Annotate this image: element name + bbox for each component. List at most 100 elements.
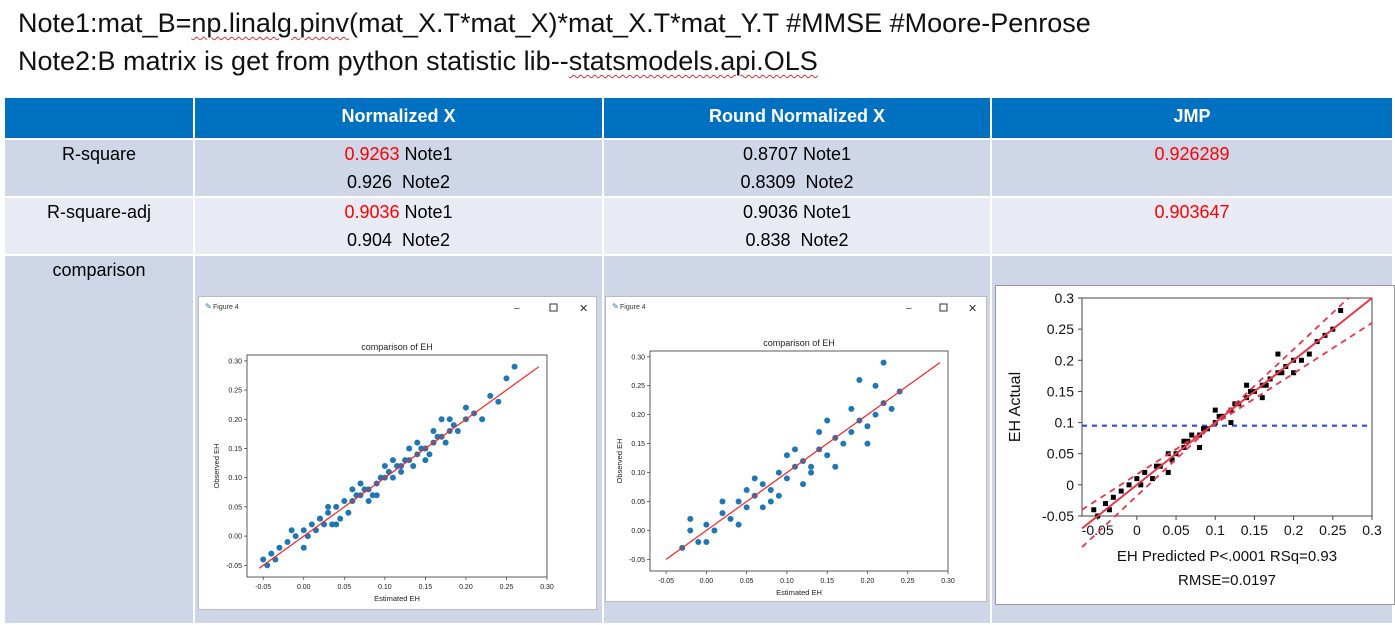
data-point: [462, 404, 469, 411]
note1-code: np.linalg.pinv: [191, 8, 349, 38]
y-tick-label: 0.25: [631, 383, 645, 390]
x-tick-label: 0.10: [378, 584, 392, 591]
x-tick-label: 0.05: [337, 584, 351, 591]
data-point: [767, 486, 774, 493]
data-point: [341, 498, 348, 505]
note-ref: Note1: [798, 144, 852, 164]
data-point: [1138, 482, 1144, 488]
data-point: [703, 521, 710, 528]
window-title: Figure 4: [620, 304, 646, 311]
plot-title: comparison of EH: [763, 338, 835, 348]
data-point: [398, 468, 405, 475]
figure-window-2: Figure 4 ✎ – ✕ comparison of EH -0.05 0.00…: [605, 296, 987, 602]
y-tick-label: 0.1: [1055, 415, 1075, 431]
data-point: [824, 452, 831, 459]
fit-line: [258, 366, 540, 569]
data-point: [711, 527, 718, 534]
data-point: [1091, 507, 1097, 513]
data-point: [1106, 507, 1112, 513]
data-point: [800, 481, 807, 488]
y-tick-label: -0.05: [629, 557, 645, 564]
note-ref: Note1: [399, 144, 453, 164]
minimize-button[interactable]: –: [514, 303, 520, 314]
data-point: [872, 382, 879, 389]
note2-prefix: Note2:B matrix is get from python statis…: [18, 46, 569, 76]
figure-1-svg: Figure 4 ✎ – ✕ comparison of EH -0.05 0.00…: [205, 302, 588, 603]
cell-r-square-jmp: 0.926289: [992, 140, 1392, 196]
cell-r-square-adj-round: 0.9036 Note1 0.838 Note2: [604, 198, 990, 254]
note-ref: Note2: [795, 172, 854, 192]
x-axis-label: Estimated EH: [374, 594, 420, 603]
data-point: [284, 538, 291, 545]
maximize-button[interactable]: [549, 303, 558, 312]
cell-r-square-normalized: 0.9263 Note1 0.926 Note2: [195, 140, 602, 196]
data-point: [687, 527, 694, 534]
data-point: [856, 376, 863, 383]
data-point: [743, 486, 750, 493]
rmse-label: RMSE=0.0197: [1178, 572, 1276, 589]
data-point: [1212, 407, 1218, 413]
data-point: [719, 498, 726, 505]
value: 0.9263: [344, 144, 400, 164]
cell-r-square-adj-jmp: 0.903647: [992, 198, 1392, 254]
header-round-normalized-x: Round Normalized X: [604, 98, 990, 138]
window-app-icon: ✎: [205, 302, 212, 311]
data-point: [422, 457, 429, 464]
data-point: [1169, 457, 1175, 463]
data-point: [1259, 395, 1265, 401]
data-point: [727, 515, 734, 522]
data-point: [719, 510, 726, 517]
note-ref: Note2: [392, 230, 451, 250]
x-tick-label: 0.30: [540, 584, 554, 591]
note1-rest: (mat_X.T*mat_X)*mat_X.T*mat_Y.T #MMSE #M…: [348, 8, 1091, 38]
data-point: [503, 375, 510, 382]
data-point: [1306, 351, 1312, 357]
data-point: [767, 498, 774, 505]
data-point: [1153, 463, 1159, 469]
data-point: [308, 521, 315, 528]
data-point: [438, 416, 445, 423]
data-point: [864, 423, 871, 430]
y-tick-label: 0.10: [631, 470, 645, 477]
header-normalized-x: Normalized X: [195, 98, 602, 138]
data-point: [1275, 351, 1281, 357]
x-tick-label: 0.10: [780, 578, 794, 585]
data-point: [848, 429, 855, 436]
data-point: [1103, 501, 1109, 507]
y-tick-label: 0.25: [1047, 321, 1074, 337]
minimize-button[interactable]: –: [906, 303, 912, 314]
data-point: [487, 392, 494, 399]
confidence-curve-lower: [1081, 322, 1373, 511]
close-button[interactable]: ✕: [579, 303, 588, 315]
fit-line: [1081, 297, 1373, 530]
data-point: [735, 498, 742, 505]
note1-line: Note1:mat_B=np.linalg.pinv(mat_X.T*mat_X…: [18, 4, 1091, 42]
data-point: [410, 463, 417, 469]
data-point: [888, 405, 895, 412]
table-header-row: Normalized X Round Normalized X JMP: [5, 98, 1392, 138]
data-point: [1338, 307, 1344, 313]
data-point: [808, 469, 815, 476]
x-tick-label: 0.15: [1241, 522, 1268, 538]
value: 0.9036: [344, 202, 400, 222]
data-point: [1298, 357, 1304, 363]
window-title: Figure 4: [213, 304, 239, 311]
cell-r-square-adj-normalized: 0.9036 Note1 0.904 Note2: [195, 198, 602, 254]
y-tick-label: -0.05: [226, 563, 242, 570]
value: 0.838: [745, 230, 791, 250]
maximize-button[interactable]: [939, 303, 948, 312]
note-ref: Note1: [798, 202, 852, 222]
value: 0.904: [346, 230, 392, 250]
data-point: [300, 527, 307, 534]
data-point: [1118, 488, 1124, 494]
data-point: [1142, 469, 1148, 475]
y-tick-label: 0.00: [228, 534, 242, 541]
data-point: [1279, 370, 1285, 376]
close-button[interactable]: ✕: [968, 303, 977, 315]
plot-frame: [1081, 297, 1373, 517]
data-point: [414, 439, 421, 446]
x-tick-label: 0.2: [1284, 522, 1304, 538]
data-point: [1216, 413, 1222, 419]
note-ref: Note1: [399, 202, 453, 222]
y-tick-label: 0.20: [228, 417, 242, 424]
